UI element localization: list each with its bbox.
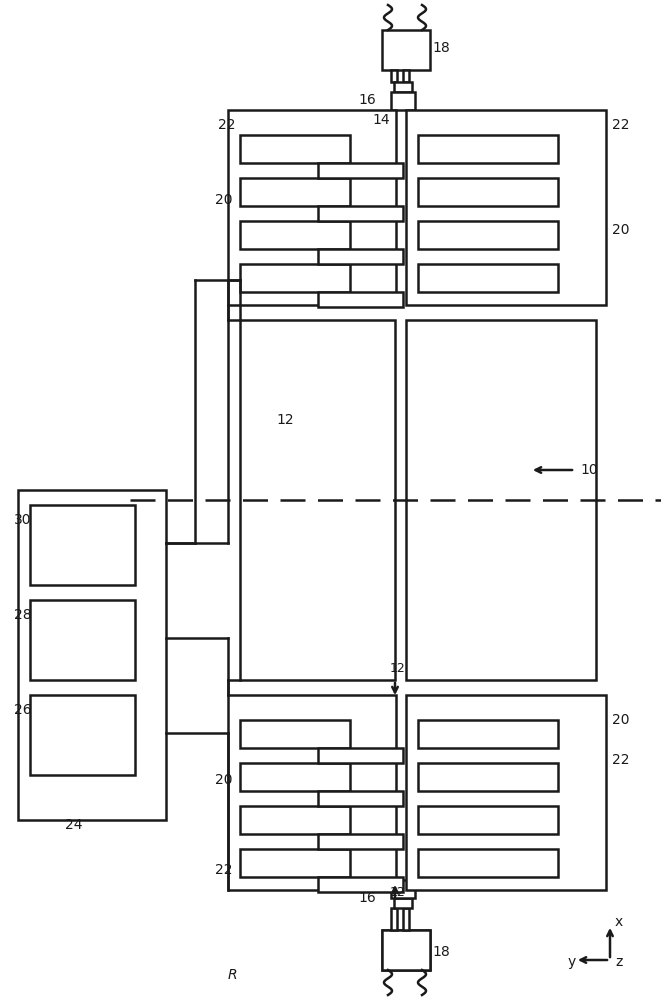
Bar — [240, 264, 350, 292]
Bar — [394, 82, 412, 92]
Bar — [391, 70, 397, 82]
Bar — [30, 505, 135, 585]
Text: 18: 18 — [432, 41, 449, 55]
Text: 26: 26 — [14, 703, 32, 717]
Text: 22: 22 — [215, 863, 233, 877]
Bar — [418, 720, 558, 748]
Bar — [318, 292, 403, 307]
Text: 20: 20 — [215, 193, 233, 207]
Text: 12: 12 — [390, 886, 406, 900]
Bar — [30, 695, 135, 775]
Bar — [403, 908, 409, 930]
Text: 22: 22 — [612, 753, 629, 767]
Bar — [240, 806, 350, 834]
Bar — [318, 249, 403, 264]
Bar — [240, 720, 350, 748]
Bar — [403, 70, 409, 82]
Text: 10: 10 — [580, 463, 598, 477]
Bar — [240, 849, 350, 877]
Text: 30: 30 — [14, 513, 32, 527]
Bar — [318, 748, 403, 763]
Bar — [391, 880, 415, 898]
Bar — [382, 30, 430, 70]
Bar — [318, 877, 403, 892]
Text: 16: 16 — [358, 891, 375, 905]
Text: 24: 24 — [65, 818, 83, 832]
Text: 22: 22 — [218, 118, 235, 132]
Bar — [418, 264, 558, 292]
Text: 20: 20 — [612, 713, 629, 727]
Bar — [240, 178, 350, 206]
Text: z: z — [615, 955, 623, 969]
Bar — [406, 110, 606, 305]
Text: 16: 16 — [358, 93, 375, 107]
Text: 12: 12 — [276, 413, 293, 427]
Text: y: y — [568, 955, 576, 969]
Bar — [418, 806, 558, 834]
Bar — [382, 930, 430, 970]
Text: 22: 22 — [612, 118, 629, 132]
Bar — [240, 221, 350, 249]
Text: 18: 18 — [432, 945, 449, 959]
Bar — [406, 320, 596, 680]
Text: R: R — [228, 968, 237, 982]
Bar — [406, 695, 606, 890]
Text: x: x — [615, 915, 623, 929]
Text: 20: 20 — [612, 223, 629, 237]
Bar — [318, 791, 403, 806]
Text: 20: 20 — [215, 773, 233, 787]
Bar — [382, 930, 430, 970]
Bar — [228, 695, 396, 890]
Text: 12: 12 — [390, 662, 406, 674]
Bar — [418, 849, 558, 877]
Bar — [418, 135, 558, 163]
Bar — [318, 163, 403, 178]
Bar — [418, 221, 558, 249]
Bar — [418, 178, 558, 206]
Bar — [318, 834, 403, 849]
Bar — [240, 320, 395, 680]
Bar — [240, 135, 350, 163]
Bar — [30, 600, 135, 680]
Bar — [18, 490, 166, 820]
Bar — [391, 92, 415, 110]
Bar — [418, 763, 558, 791]
Bar — [228, 110, 396, 305]
Text: 28: 28 — [14, 608, 32, 622]
Text: 14: 14 — [372, 113, 389, 127]
Bar — [394, 898, 412, 908]
Bar — [240, 763, 350, 791]
Bar — [391, 908, 397, 930]
Bar — [318, 206, 403, 221]
